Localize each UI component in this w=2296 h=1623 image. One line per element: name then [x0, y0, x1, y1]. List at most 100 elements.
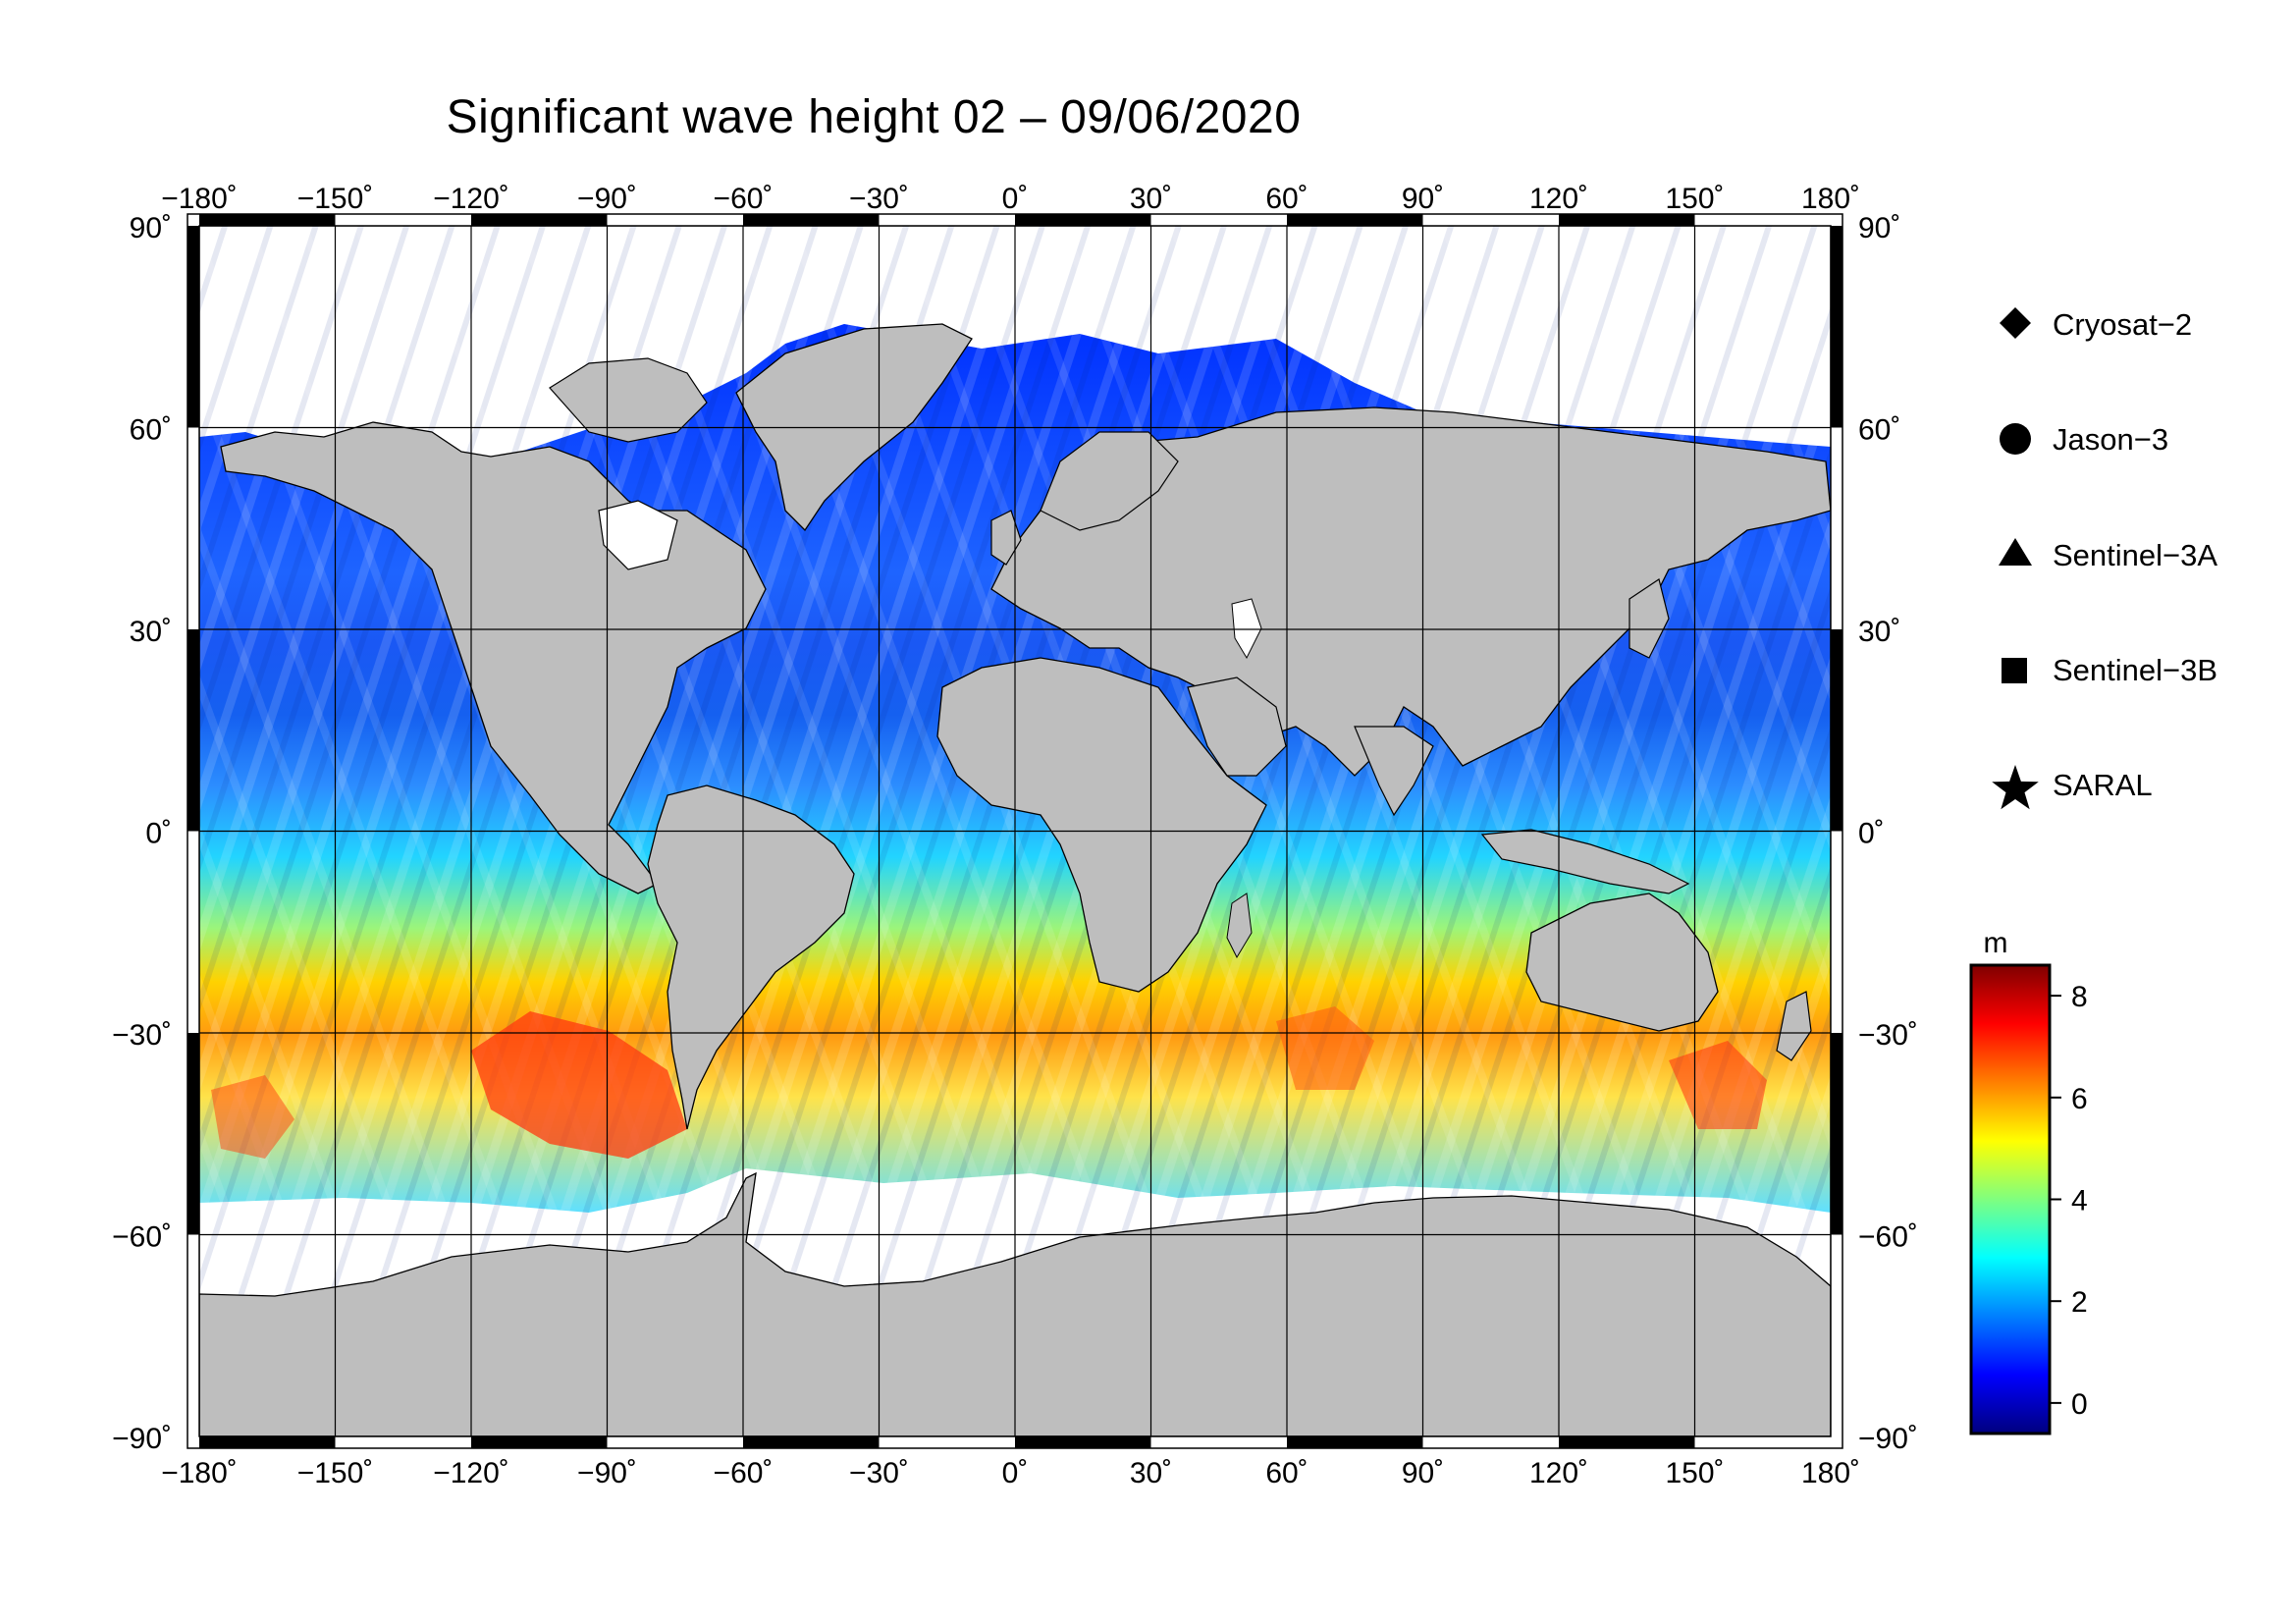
madagascar — [1226, 893, 1253, 959]
frame-bar-left — [187, 226, 199, 428]
star-icon — [1992, 765, 2039, 810]
longitude-tick-label: −30˚ — [849, 183, 909, 215]
map-area — [199, 226, 1831, 1436]
legend-label: Jason−3 — [2053, 422, 2168, 457]
longitude-tick-label: 150˚ — [1665, 1457, 1724, 1489]
colorbar-ramp — [1969, 963, 2052, 1435]
longitude-tick-label: 0˚ — [1002, 183, 1029, 215]
diamond-icon — [2000, 307, 2031, 339]
japan — [1629, 578, 1670, 659]
legend-item-sentinel-3a: Sentinel−3A — [1999, 538, 2217, 572]
latitude-tick-label: −30˚ — [112, 1019, 172, 1052]
longitude-tick-label: 180˚ — [1801, 1457, 1860, 1489]
high-wave-patch-south-indian — [1276, 1006, 1374, 1090]
frame-bar-bottom — [1559, 1436, 1695, 1448]
australia — [1525, 893, 1719, 1032]
high-wave-patch-west — [211, 1075, 294, 1159]
hudson-bay — [598, 500, 678, 570]
caspian-sea — [1231, 598, 1262, 660]
legend-label: SARAL — [2053, 768, 2153, 802]
longitude-tick-label: −90˚ — [577, 183, 637, 215]
latitude-tick-label: 0˚ — [1858, 818, 1885, 850]
frame-bar-right — [1831, 226, 1842, 428]
longitude-tick-label: −180˚ — [161, 183, 238, 215]
legend-label: Sentinel−3A — [2053, 538, 2217, 572]
legend-item-cryosat-2: Cryosat−2 — [2000, 307, 2192, 342]
india — [1354, 726, 1434, 817]
latitude-tick-label: −60˚ — [1858, 1221, 1918, 1254]
frame-bar-left — [187, 1033, 199, 1235]
frame-bar-bottom — [1015, 1436, 1151, 1448]
longitude-tick-label: −60˚ — [714, 1457, 774, 1489]
arabia — [1187, 676, 1287, 777]
longitude-tick-label: −60˚ — [714, 183, 774, 215]
graticule — [199, 226, 1831, 1436]
frame-bar-left — [187, 629, 199, 832]
longitude-tick-label: 60˚ — [1265, 183, 1308, 215]
longitude-tick-label: 60˚ — [1265, 1457, 1308, 1489]
latitude-tick-label: −30˚ — [1858, 1019, 1918, 1052]
triangle-icon — [1999, 538, 2032, 566]
longitude-tick-label: 30˚ — [1130, 183, 1172, 215]
circle-icon — [2000, 423, 2031, 455]
africa — [936, 657, 1267, 993]
longitude-tick-label: −90˚ — [577, 1457, 637, 1489]
latitude-tick-label: 60˚ — [1858, 414, 1900, 447]
map-frame — [187, 213, 1843, 1449]
latitude-tick-label: −90˚ — [1858, 1423, 1918, 1455]
south-america — [647, 784, 855, 1130]
latitude-tick-label: −60˚ — [112, 1221, 172, 1254]
frame-bar-bottom — [1287, 1436, 1423, 1448]
latitude-labels-left: 90˚ 60˚ 30˚ 0˚ −30˚ −60˚ −90˚ — [112, 212, 172, 1455]
longitude-tick-label: −150˚ — [297, 1457, 374, 1489]
frame-bar-top — [1559, 214, 1695, 226]
southeast-asia-islands — [1480, 829, 1690, 894]
legend-label: Sentinel−3B — [2053, 653, 2217, 687]
latitude-tick-label: 90˚ — [1858, 212, 1900, 244]
frame-bar-right — [1831, 629, 1842, 832]
longitude-tick-label: 30˚ — [1130, 1457, 1172, 1489]
latitude-tick-label: 90˚ — [130, 212, 172, 244]
satellite-legend: Cryosat−2 Jason−3 Sentinel−3A Sentinel−3… — [1992, 307, 2217, 810]
great-britain — [990, 510, 1022, 566]
colorbar-ticks: 0 2 4 6 8 — [2050, 981, 2088, 1421]
longitude-tick-label: −180˚ — [161, 1457, 238, 1489]
longitude-tick-label: 150˚ — [1665, 183, 1724, 215]
colorbar-tick-label: 2 — [2071, 1286, 2088, 1319]
latitude-tick-label: 60˚ — [130, 414, 172, 447]
colorbar-unit-label: m — [1984, 927, 2008, 959]
new-zealand — [1776, 991, 1812, 1061]
high-wave-patch-south-pacific — [471, 1011, 687, 1159]
longitude-tick-label: 180˚ — [1801, 183, 1860, 215]
latitude-tick-label: −90˚ — [112, 1423, 172, 1455]
colorbar-tick-label: 8 — [2071, 981, 2088, 1013]
frame-bar-top — [1015, 214, 1151, 226]
longitude-tick-label: −150˚ — [297, 183, 374, 215]
frame-bar-top — [199, 214, 336, 226]
frame-bar-top — [743, 214, 880, 226]
square-icon — [2002, 658, 2027, 683]
legend-item-sentinel-3b: Sentinel−3B — [2002, 653, 2217, 687]
colorbar-tick-label: 4 — [2071, 1185, 2088, 1217]
longitude-tick-label: 120˚ — [1529, 1457, 1588, 1489]
longitude-tick-label: 90˚ — [1402, 183, 1444, 215]
page-title: Significant wave height 02 – 09/06/2020 — [446, 91, 1302, 143]
longitude-tick-label: −30˚ — [849, 1457, 909, 1489]
latitude-tick-label: 30˚ — [1858, 616, 1900, 648]
legend-item-saral: SARAL — [1992, 765, 2153, 810]
scandinavia — [1040, 431, 1179, 531]
longitude-tick-label: −120˚ — [433, 183, 509, 215]
colorbar-tick-label: 0 — [2071, 1388, 2088, 1421]
longitude-tick-label: 0˚ — [1002, 1457, 1029, 1489]
frame-bar-bottom — [471, 1436, 608, 1448]
legend-item-jason-3: Jason−3 — [2000, 422, 2168, 457]
longitude-tick-label: 120˚ — [1529, 183, 1588, 215]
longitude-labels-top: −180˚ −150˚ −120˚ −90˚ −60˚ −30˚ 0˚ 30˚ 60˚ 90˚ 12… — [161, 183, 1860, 215]
longitude-tick-label: 90˚ — [1402, 1457, 1444, 1489]
frame-bar-right — [1831, 1033, 1842, 1235]
legend-label: Cryosat−2 — [2053, 307, 2192, 342]
latitude-tick-label: 30˚ — [130, 616, 172, 648]
longitude-labels-bottom: −180˚ −150˚ −120˚ −90˚ −60˚ −30˚ 0˚ 30˚ 60˚ 90˚ 12… — [161, 1457, 1860, 1489]
latitude-labels-right: 90˚ 60˚ 30˚ 0˚ −30˚ −60˚ −90˚ — [1858, 212, 1918, 1455]
